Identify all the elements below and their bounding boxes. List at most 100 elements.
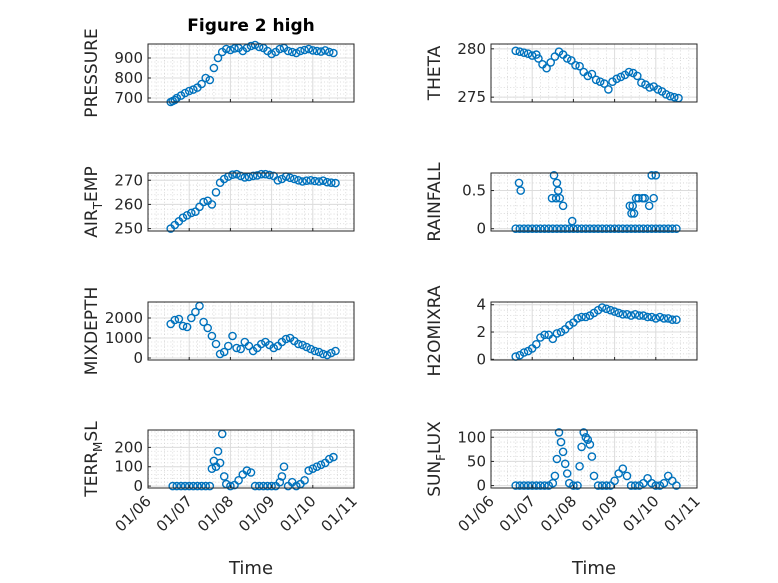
data-point [246,41,256,51]
data-point [267,481,276,491]
data-point [170,95,180,105]
data-point [287,47,297,57]
data-point [639,224,648,233]
data-point [182,322,192,332]
data-point [604,85,613,94]
data-point [256,169,266,179]
y-tick-label: 280 [457,40,486,58]
data-point [633,71,642,81]
data-point [275,477,285,487]
data-point [614,224,624,233]
data-point [532,339,541,349]
y-axis-label: MIXDEPTH [82,287,102,376]
data-point [519,224,529,233]
data-point [618,309,628,319]
x-axis-label-left: Time [228,558,273,579]
data-point [581,224,591,233]
data-point [626,224,636,233]
data-point [308,46,318,55]
data-point [265,170,274,180]
data-point [589,471,599,481]
y-tick-label: 700 [114,89,143,107]
data-point [643,224,652,233]
data-point [203,323,212,333]
axes-frame [147,43,355,103]
y-tick-label: 1000 [105,329,143,347]
data-point [215,458,225,468]
data-point [550,52,560,61]
data-point [310,176,320,186]
data-point [201,73,210,83]
data-point [587,452,597,461]
data-point [294,175,303,185]
data-point [201,481,210,491]
data-point [651,481,661,490]
data-point [651,170,661,180]
data-point [610,307,619,316]
data-point [226,481,235,491]
y-tick-label: 0 [476,220,486,238]
data-point [630,309,640,319]
data-point [663,471,673,481]
data-point [519,481,529,490]
data-point [610,224,619,233]
y-axis-label: PRESSURE [82,28,102,117]
data-point [527,224,537,233]
data-point [534,54,543,63]
subplot-theta: 275 280 THETA [425,40,698,106]
data-point [306,344,316,354]
data-point [643,312,652,322]
data-point [281,334,291,344]
data-point [197,481,206,491]
y-tick-label: 260 [114,195,143,213]
y-tick-label: 0.5 [462,182,486,200]
plot-area [490,43,698,103]
data-point [300,475,309,485]
data-point [304,466,314,475]
data-point [651,314,661,323]
data-point [312,462,322,472]
data-point [320,46,330,55]
data-point [612,74,622,84]
data-point [242,466,252,475]
data-point [610,476,619,486]
data-point [575,461,584,471]
data-point [275,44,285,54]
data-point [207,200,217,209]
data-point [515,481,525,490]
data-point [659,224,669,233]
data-point [168,481,177,491]
data-point [548,224,558,233]
data-point [639,478,648,488]
data-point [614,308,624,318]
data-point [597,481,607,490]
axes-frame [490,301,698,361]
data-point [207,464,217,474]
data-point [273,175,283,185]
data-point [246,468,256,477]
data-point [226,45,235,55]
data-point [314,177,324,186]
data-point [551,193,561,203]
data-point [540,330,549,340]
data-point [635,311,644,320]
data-point [629,209,639,218]
data-point [602,224,611,233]
data-point [178,321,188,331]
data-point [318,176,328,185]
y-tick-label: 100 [114,458,143,476]
data-point [618,464,628,474]
data-point [254,481,264,491]
axes-frame [490,429,698,489]
data-point [583,435,593,445]
data-point [554,428,564,437]
data-point [577,442,586,452]
data-point [556,437,566,447]
data-point [634,193,643,203]
data-point [585,224,595,233]
data-point [622,224,632,233]
data-point [626,481,636,490]
y-tick-label: 0 [133,349,143,367]
data-point [213,53,223,63]
data-point [191,207,200,216]
